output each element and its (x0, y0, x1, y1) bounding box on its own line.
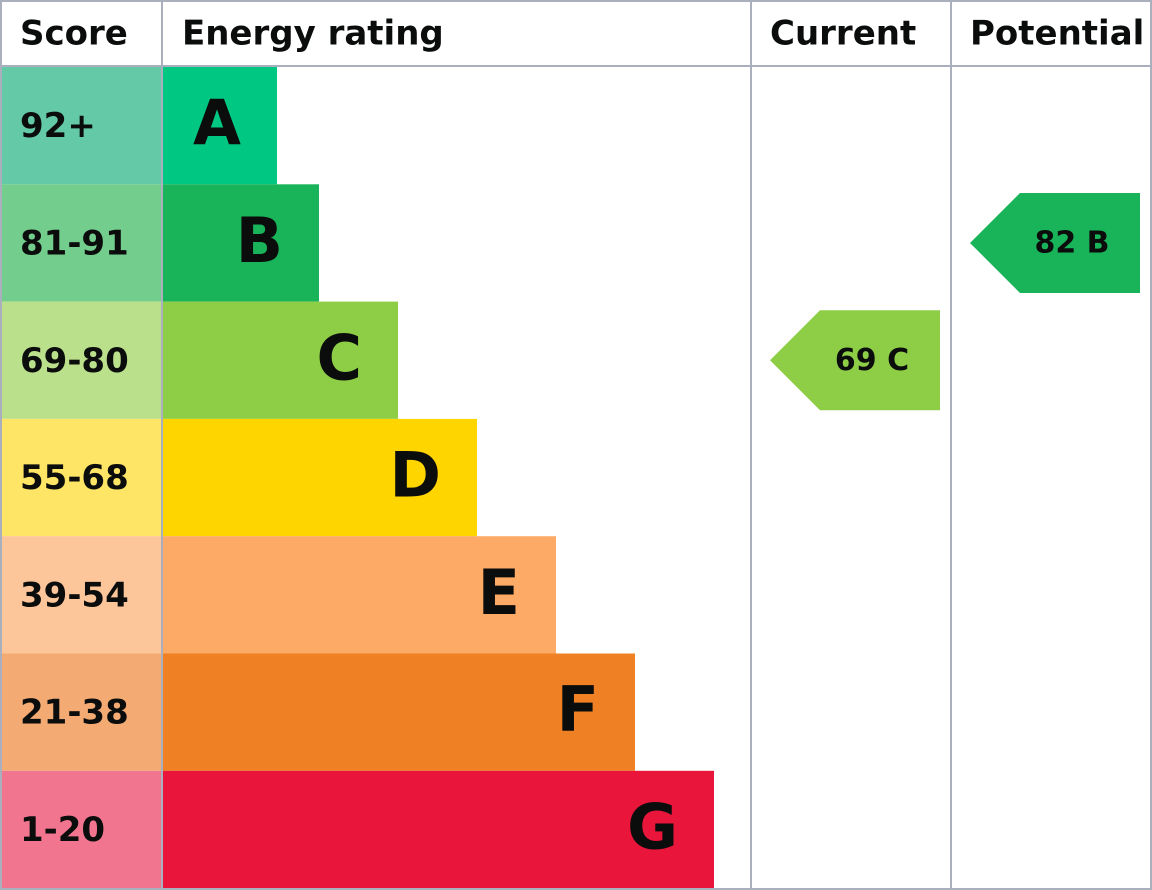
header-score: Score (20, 14, 128, 54)
score-cell (1, 67, 162, 185)
band-letter: A (193, 87, 241, 160)
score-cell (1, 536, 162, 654)
band-bar (162, 184, 319, 302)
current-label: 69 C (835, 343, 909, 378)
band-letter: B (236, 204, 283, 277)
header-potential: Potential (970, 14, 1144, 54)
band-letter: C (316, 321, 362, 394)
potential-label: 82 B (1034, 225, 1109, 260)
band-bar (162, 418, 477, 537)
band-letter: D (390, 439, 441, 512)
score-cell (1, 653, 162, 771)
score-cell (1, 301, 162, 419)
score-cell (1, 184, 162, 302)
score-label: 92+ (20, 106, 96, 146)
score-label: 39-54 (20, 575, 129, 615)
band-bar (162, 653, 635, 771)
band-bar (162, 301, 398, 419)
score-label: 81-91 (20, 223, 129, 263)
score-cell (1, 770, 162, 889)
band-bar (162, 536, 556, 654)
header-current: Current (770, 14, 916, 54)
band-bar (162, 67, 277, 185)
band-letter: E (478, 556, 520, 629)
band-bar (162, 770, 714, 889)
potential-arrow (970, 192, 1140, 293)
header-rating: Energy rating (182, 14, 444, 54)
current-arrow (770, 310, 940, 411)
score-label: 55-68 (20, 458, 129, 498)
score-label: 1-20 (20, 810, 105, 850)
band-letter: F (557, 673, 599, 746)
score-label: 69-80 (20, 341, 129, 381)
band-letter: G (627, 791, 678, 864)
score-cell (1, 418, 162, 537)
score-label: 21-38 (20, 693, 129, 733)
